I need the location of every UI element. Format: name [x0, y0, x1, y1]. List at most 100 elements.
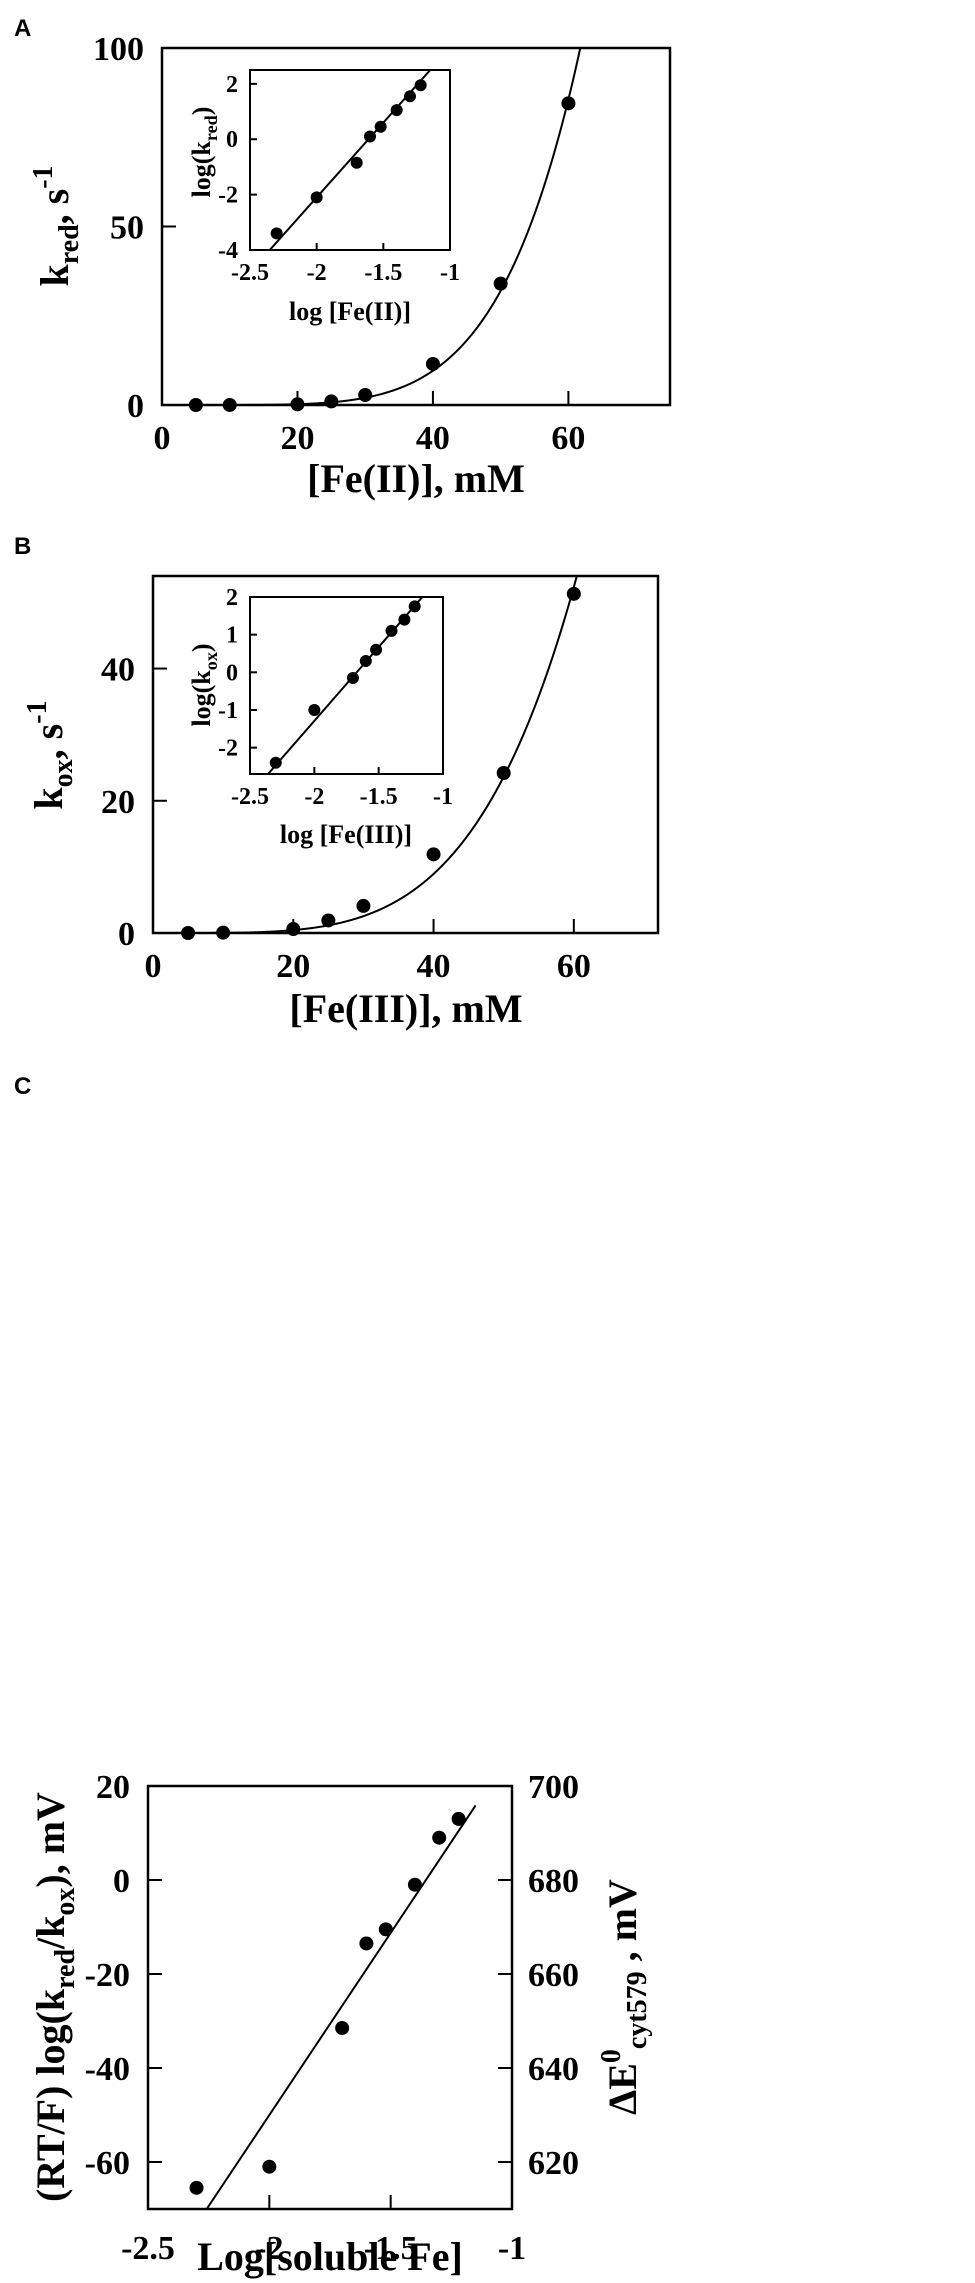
panel-a-data-point [358, 388, 373, 403]
panel-a-inset-y-tick-label: 2 [226, 72, 238, 98]
panel-b-plot-frame [151, 574, 660, 935]
panel-b-inset-y-tick-label: 1 [226, 623, 238, 649]
panel-a-data-point [425, 356, 440, 371]
panel-c-data-point [378, 1922, 393, 1937]
panel-a-inset-data-point [310, 191, 323, 204]
panel-a-y-ticks: 0 50 100 [93, 31, 176, 425]
panel-a-inset-y-tick-label: -4 [218, 238, 238, 264]
panel-c-y-ticks-right: 620 640 660 680 700 [498, 1769, 579, 2182]
panel-b-data-point [286, 922, 301, 937]
panel-b-x-tick-label: 0 [145, 948, 162, 985]
panel-c-y-tick-label: -20 [85, 1957, 130, 1994]
panel-b-inset-y-tick-label: 2 [226, 585, 238, 611]
panel-c: C -2.5 -2 -1.5 -1 -60 -40 -20 0 20 620 640 660 680… [14, 1073, 653, 2279]
panel-c-y-axis-label-right: ΔE0cyt579 , mV [596, 1879, 653, 2115]
panel-c-letter: C [14, 1073, 31, 1100]
panel-b-y-tick-label: 0 [118, 916, 135, 953]
panel-c-data-point [262, 2159, 277, 2174]
panel-a-inset-data-point [390, 104, 403, 117]
panel-c-right-y-tick-label: 640 [528, 2051, 579, 2088]
panel-a-x-axis-label: [Fe(II)], mM [307, 456, 525, 501]
panel-b-inset-data-point [346, 671, 359, 684]
panel-b-data-point [566, 586, 581, 601]
panel-b-inset-data-point [398, 613, 411, 626]
panel-b-inset-x-ticks: -2.5 -2 -1.5 -1 [231, 767, 453, 810]
panel-b-data-point [426, 847, 441, 862]
panel-b-data-point [181, 926, 196, 940]
panel-a-inset-y-ticks: -4 -2 0 2 [218, 72, 257, 264]
panel-a-inset-data-point [350, 156, 363, 169]
panel-a-x-ticks: 0 20 40 60 [154, 391, 585, 457]
panel-b-inset-data-point [308, 703, 321, 716]
panel-b-x-tick-label: 60 [557, 948, 591, 985]
panel-c-x-axis-label: Log[soluble Fe] [197, 2234, 463, 2279]
panel-a-inset-x-tick-label: -1 [440, 260, 460, 286]
panel-b-inset-data-point [408, 600, 421, 613]
panel-b-y-tick-label: 20 [101, 784, 135, 821]
panel-b-inset-x-tick-label: -1 [433, 784, 453, 810]
panel-b-inset-x-tick-label: -2 [304, 784, 324, 810]
panel-a-inset-x-tick-label: -2 [307, 260, 327, 286]
panel-b-y-tick-label: 40 [101, 652, 135, 689]
panel-c-y-tick-label: -40 [85, 2051, 130, 2088]
panel-a-letter: A [14, 15, 31, 42]
panel-b-inset-data-point [370, 643, 383, 656]
panel-c-data-point [335, 2021, 350, 2036]
panel-c-x-tick-label: -1.5 [364, 2230, 418, 2267]
panel-a-y-tick-label: 50 [110, 210, 144, 247]
panel-c-y-axis-label-left: (RT/F) log(kred/kox), mV [28, 1792, 81, 2202]
panel-a-inset-x-ticks: -2.5 -2 -1.5 -1 [231, 243, 460, 286]
panel-c-y-tick-label: -60 [85, 2145, 130, 2182]
panel-b-data-point [216, 925, 231, 940]
panel-a-data-point [188, 398, 203, 412]
panel-a-inset-data-point [404, 90, 416, 103]
panel-c-x-ticks: -2.5 -2 -1.5 -1 [121, 2195, 526, 2267]
panel-a-data-point [324, 394, 339, 409]
panel-b-data-point [356, 898, 371, 913]
panel-a-y-axis-label: kred, s-1 [28, 165, 85, 286]
panel-b-y-ticks: 0 20 40 [101, 652, 167, 953]
panel-b-inset-y-tick-label: -2 [218, 736, 238, 762]
panel-b-inset: -2.5 -2 -1.5 -1 -2 -1 0 1 2 log [Fe(III)] log(k… [187, 585, 453, 849]
panel-a-inset-y-tick-label: 0 [226, 127, 238, 153]
panel-a-inset: -2.5 -2 -1.5 -1 -4 -2 0 2 log [Fe(II)] log(kre… [187, 69, 460, 326]
panel-c-data-point [407, 1877, 422, 1892]
panel-c-data-point [451, 1811, 466, 1826]
panel-b-inset-y-tick-label: -1 [218, 698, 238, 724]
panel-c-right-y-tick-label: 700 [528, 1769, 579, 1806]
panel-c-fit-line-path [205, 1804, 477, 2209]
panel-a-inset-data-points [270, 79, 427, 240]
panel-c-x-tick-label: -2.5 [121, 2230, 175, 2267]
panel-c-y-tick-label: 0 [113, 1863, 130, 1900]
panel-b-inset-data-point [269, 756, 282, 769]
panel-a-x-tick-label: 60 [551, 420, 585, 457]
panel-c-fit-line [205, 1804, 477, 2209]
panel-a-inset-data-point [364, 130, 376, 143]
panel-a-inset-x-tick-label: -1.5 [364, 260, 402, 286]
panel-b-inset-x-tick-label: -2.5 [231, 784, 269, 810]
panel-a-inset-x-tick-label: -2.5 [231, 260, 269, 286]
panel-a-fit-curve [162, 48, 582, 405]
panel-b-x-tick-label: 40 [417, 948, 451, 985]
panel-c-plot-frame [146, 1784, 514, 2211]
panel-b-inset-data-points [269, 600, 421, 769]
panel-b-x-ticks: 0 20 40 60 [145, 919, 591, 985]
panel-b-inset-data-point [359, 655, 372, 668]
panel-b-data-point [496, 766, 511, 781]
panel-b-data-point [321, 913, 336, 928]
panel-a-data-point [290, 397, 305, 412]
panel-a-inset-data-point [374, 120, 387, 133]
panel-b-inset-x-axis-label: log [Fe(III)] [280, 820, 412, 849]
panel-c-data-point [432, 1830, 447, 1845]
panel-a-y-tick-label: 100 [93, 31, 144, 68]
panel-b-letter: B [14, 533, 31, 560]
panel-c-data-point [359, 1936, 374, 1951]
panel-c-x-tick-label: -2 [255, 2230, 283, 2267]
panel-a-inset-y-tick-label: -2 [218, 183, 238, 209]
panel-c-y-tick-label: 20 [96, 1769, 130, 1806]
panel-c-right-y-tick-label: 680 [528, 1863, 579, 1900]
panel-a-inset-y-axis-label: log(kred) [187, 107, 221, 198]
panel-b-inset-data-point [385, 624, 398, 637]
panel-b-inset-x-tick-label: -1.5 [360, 784, 398, 810]
